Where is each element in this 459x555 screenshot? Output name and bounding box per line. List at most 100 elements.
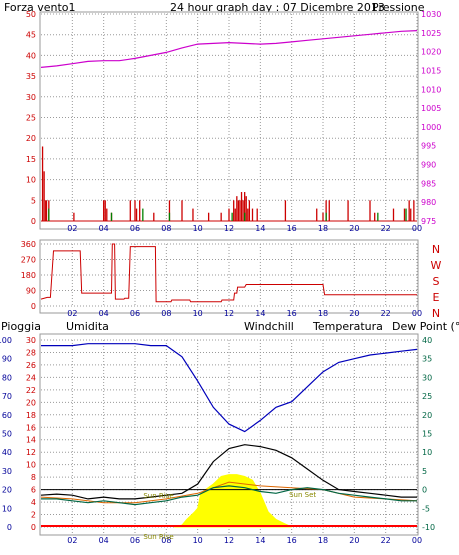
humidity-y-tick-label: 20 [2, 486, 12, 495]
temperature-y-tick-label: 20 [422, 411, 432, 420]
wind-y-tick-label: 10 [26, 176, 36, 185]
x-tick-label: 12 [224, 536, 234, 545]
temperature-y-tick-label: 25 [422, 392, 432, 401]
x-tick-label: 02 [67, 309, 77, 318]
rain-y-tick-label: 20 [26, 398, 36, 407]
pressure-y-tick-label: 1020 [421, 48, 441, 57]
direction-letter: N [432, 307, 440, 320]
x-tick-label: 00 [412, 224, 422, 233]
rain-y-tick-label: 8 [31, 473, 36, 482]
temperature-y-tick-label: -10 [422, 523, 435, 532]
x-tick-label: 04 [99, 536, 109, 545]
temperature-y-tick-label: 10 [422, 448, 432, 457]
rain-y-tick-label: 4 [31, 498, 36, 507]
wind-y-tick-label: 45 [26, 31, 36, 40]
wind-y-tick-label: 25 [26, 114, 36, 123]
temperature-y-tick-label: -5 [422, 504, 430, 513]
rain-y-tick-label: 12 [26, 448, 36, 457]
x-tick-label: 20 [349, 536, 359, 545]
pressure-y-tick-label: 1000 [421, 123, 441, 132]
pressure-title: Pressione [372, 1, 425, 14]
pressure-y-tick-label: 1015 [421, 66, 441, 75]
wind-y-tick-label: 30 [26, 93, 36, 102]
x-tick-label: 10 [193, 224, 203, 233]
humidity-y-tick-label: 70 [2, 392, 12, 401]
windchill-label: Windchill [244, 320, 294, 333]
sun-annotation: Sun Set [289, 491, 316, 499]
x-tick-label: 10 [193, 536, 203, 545]
wind-title: Forza vento1 [4, 1, 76, 14]
x-tick-label: 16 [287, 536, 297, 545]
x-tick-label: 14 [255, 309, 265, 318]
temperature-y-tick-label: 35 [422, 355, 432, 364]
rain-y-tick-label: 18 [26, 411, 36, 420]
rain-y-tick-label: 26 [26, 361, 36, 370]
x-tick-label: 06 [130, 309, 140, 318]
pressure-y-tick-label: 985 [421, 179, 436, 188]
x-tick-label: 18 [318, 536, 328, 545]
x-tick-label: 04 [99, 224, 109, 233]
x-tick-label: 08 [161, 224, 171, 233]
wind-direction-line [40, 243, 417, 303]
dewpoint-line [41, 485, 417, 506]
pressure-y-tick-label: 995 [421, 142, 436, 151]
x-tick-label: 00 [412, 536, 422, 545]
dewpoint-label: Dew Point (°C [392, 320, 459, 333]
x-tick-label: 12 [224, 224, 234, 233]
humidity-y-tick-label: 80 [2, 373, 12, 382]
humidity-line [41, 343, 418, 433]
rain-y-tick-label: 10 [26, 461, 36, 470]
rain-y-tick-label: 2 [31, 511, 36, 520]
x-tick-label: 18 [318, 224, 328, 233]
x-tick-label: 22 [381, 536, 391, 545]
rain-y-tick-label: 28 [26, 348, 36, 357]
wind-y-tick-label: 0 [31, 217, 36, 226]
x-tick-label: 04 [99, 309, 109, 318]
wind-y-tick-label: 50 [26, 10, 36, 19]
wind-y-tick-label: 40 [26, 51, 36, 60]
temperature-y-tick-label: 40 [422, 336, 432, 345]
direction-y-tick-label: 180 [21, 271, 36, 280]
x-tick-label: 20 [349, 224, 359, 233]
x-tick-label: 10 [193, 309, 203, 318]
pressure-y-tick-label: 975 [421, 217, 436, 226]
x-tick-label: 12 [224, 309, 234, 318]
direction-letter: S [433, 275, 440, 288]
temperature-line [40, 444, 417, 500]
x-tick-label: 06 [130, 536, 140, 545]
x-tick-label: 16 [287, 224, 297, 233]
sun-annotation: Sun Rise [143, 492, 173, 500]
wind-panel-frame [39, 11, 419, 230]
x-tick-label: 18 [318, 309, 328, 318]
direction-panel-frame [39, 239, 419, 314]
humidity-y-tick-label: 30 [2, 467, 12, 476]
solar-area [174, 474, 292, 528]
direction-letter: W [431, 259, 442, 272]
wind-y-tick-label: 20 [26, 134, 36, 143]
pressure-y-tick-label: 990 [421, 161, 436, 170]
wind-y-tick-label: 15 [26, 155, 36, 164]
humidity-y-tick-label: 10 [2, 504, 12, 513]
rain-y-tick-label: 0 [31, 523, 36, 532]
x-tick-label: 02 [67, 536, 77, 545]
rain-label: Pioggia [1, 320, 41, 333]
rain-y-tick-label: 24 [26, 373, 36, 382]
humidity-y-tick-label: 90 [2, 355, 12, 364]
x-tick-label: 14 [255, 536, 265, 545]
x-tick-label: 00 [412, 309, 422, 318]
humidity-y-tick-label: 0 [7, 523, 12, 532]
temperature-y-tick-label: 5 [422, 467, 427, 476]
x-tick-label: 08 [161, 536, 171, 545]
direction-y-tick-label: 270 [21, 256, 36, 265]
x-tick-label: 22 [381, 224, 391, 233]
humidity-y-tick-label: 60 [2, 411, 12, 420]
graph-title: 24 hour graph day : 07 Dicembre 2013 [170, 1, 385, 14]
rain-y-tick-label: 30 [26, 336, 36, 345]
direction-y-tick-label: 90 [26, 287, 36, 296]
rain-y-tick-label: 14 [26, 436, 36, 445]
x-tick-label: 08 [161, 309, 171, 318]
direction-letter: E [433, 291, 440, 304]
pressure-line [40, 30, 418, 68]
temperature-y-tick-label: 0 [422, 486, 427, 495]
